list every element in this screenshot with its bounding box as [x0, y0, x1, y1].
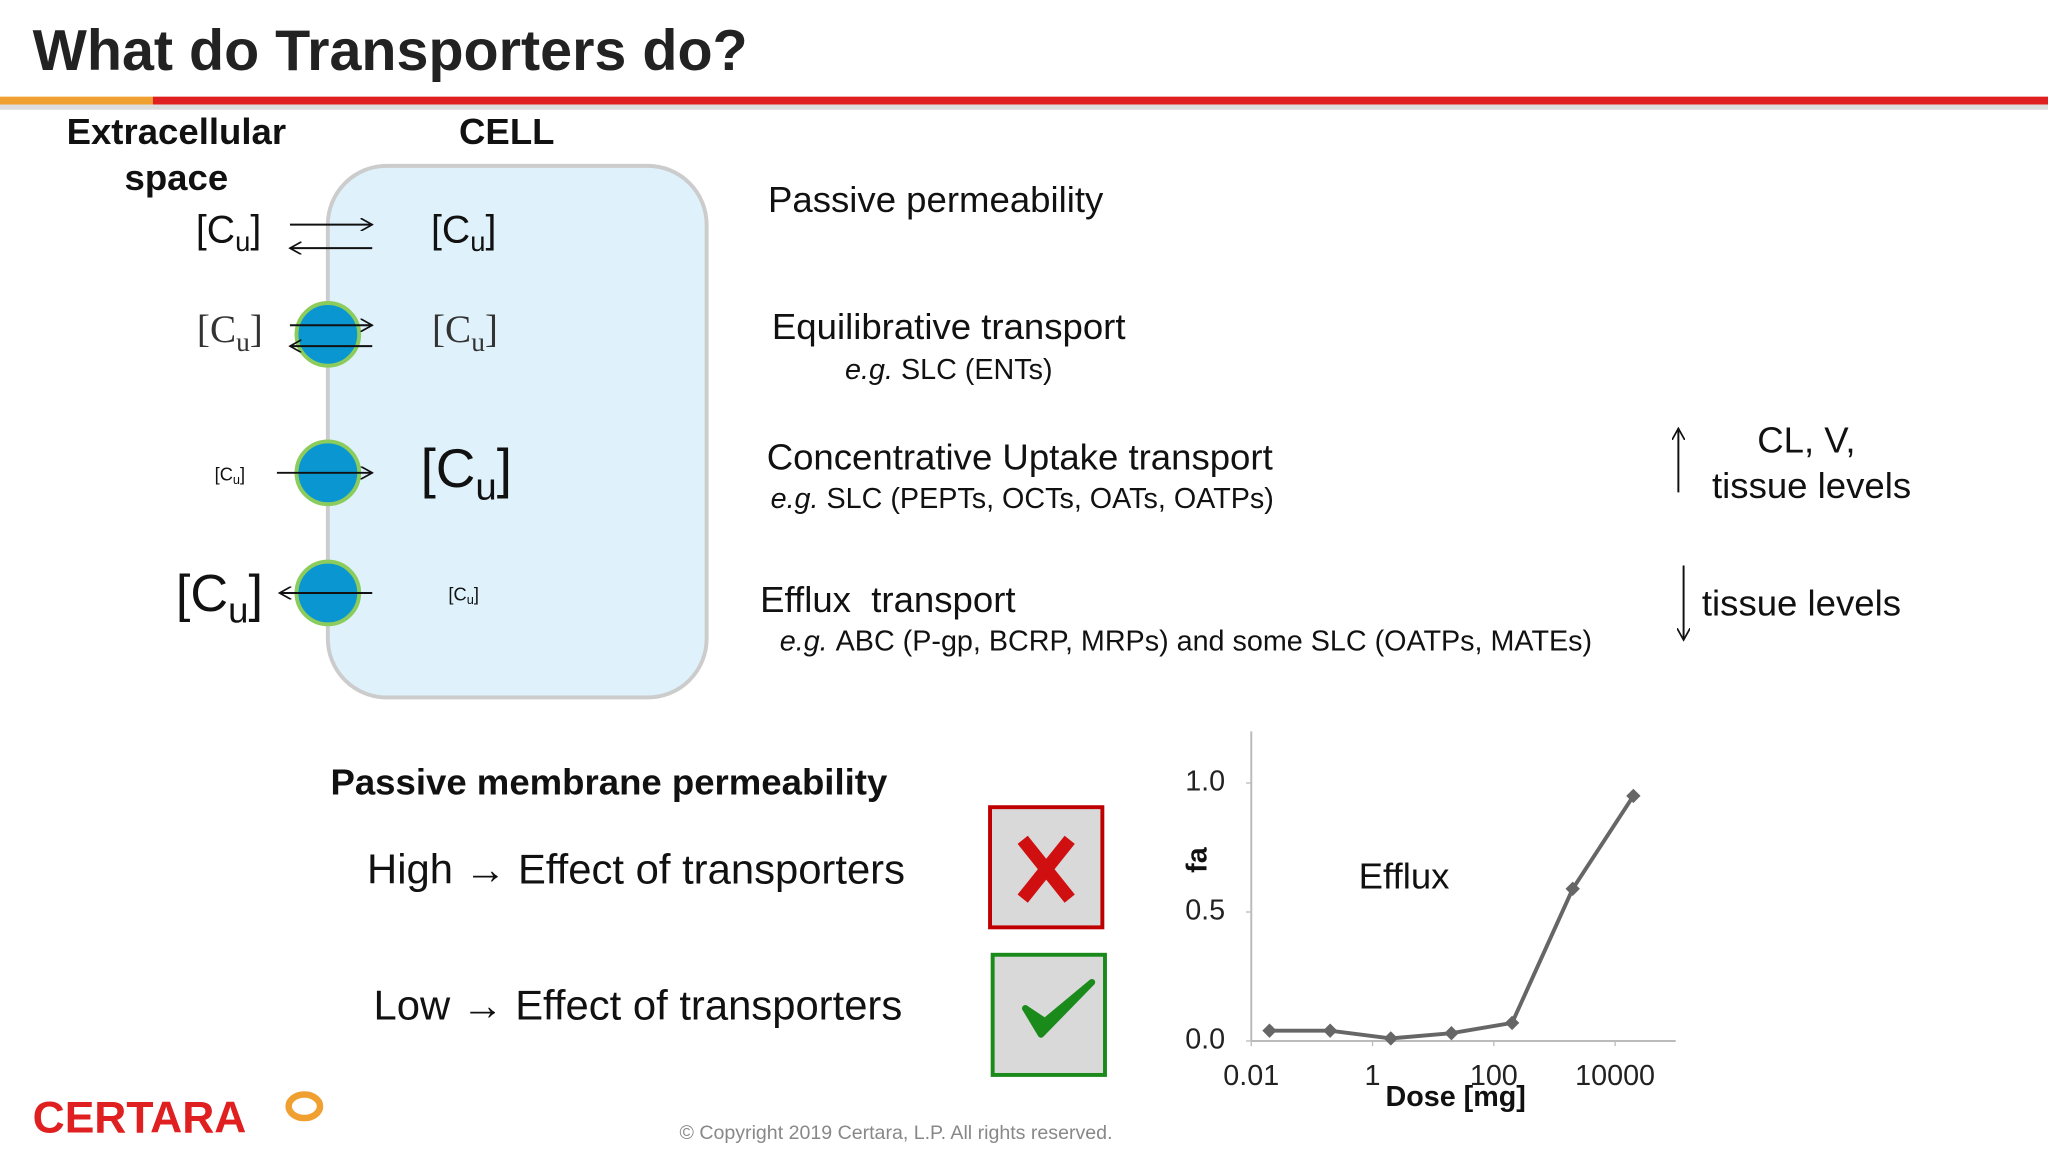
effect: tissue levels: [1712, 465, 1911, 506]
cross-icon: [1017, 835, 1075, 903]
header-accent: [0, 96, 153, 105]
permeability-low: Low → Effect of transporters: [374, 981, 903, 1028]
concentration: [Cu]: [215, 463, 245, 487]
concentration: [Cu]: [421, 437, 512, 508]
conc-close: ]: [250, 308, 263, 351]
effect: CL, V,: [1757, 419, 1855, 460]
x-axis-label: Dose [mg]: [1385, 1081, 1525, 1113]
conc-sub: u: [475, 465, 496, 508]
copyright: © Copyright 2019 Certara, L.P. All right…: [679, 1122, 1112, 1144]
conc-open: [C: [215, 463, 233, 484]
conc-close: ]: [240, 463, 245, 484]
mechanism: Equilibrative transport: [772, 306, 1126, 347]
example: SLC (PEPTs, OCTs, OATs, OATPs): [827, 483, 1274, 515]
example-prefix: e.g.: [780, 625, 828, 657]
conc-sub: u: [470, 226, 485, 257]
conc-open: [C: [432, 308, 471, 351]
concentration: [Cu]: [197, 308, 263, 357]
slide-title: What do Transporters do?: [33, 19, 748, 83]
concentrations: [Cu] [Cu][Cu] [Cu][Cu] [Cu][Cu] [Cu]: [176, 209, 512, 630]
y-tick-label: 0.0: [1185, 1024, 1225, 1056]
conc-close: ]: [485, 308, 498, 351]
data-point: [1383, 1031, 1398, 1046]
transporter: [294, 301, 362, 368]
data-point: [1626, 788, 1641, 804]
transporters: [276, 225, 372, 627]
mechanism-example: e.g. SLC (PEPTs, OCTs, OATs, OATPs): [771, 483, 1274, 515]
conc-close: ]: [474, 583, 479, 604]
mechanism: Passive permeability: [768, 179, 1104, 220]
cell: [325, 163, 709, 700]
mechanism: Efflux transport: [760, 579, 1015, 620]
conc-sub: u: [235, 226, 250, 257]
y-tick-label: 0.5: [1185, 895, 1225, 927]
example: ABC (P-gp, BCRP, MRPs) and some SLC (OAT…: [836, 625, 1592, 657]
mechanism-example: e.g. ABC (P-gp, BCRP, MRPs) and some SLC…: [780, 625, 1592, 657]
concentration: [Cu]: [196, 209, 261, 258]
cell-label: CELL: [459, 111, 554, 152]
x-tick-label: 10000: [1575, 1060, 1655, 1092]
y-axis-label: fa: [1182, 846, 1214, 873]
effect: tissue levels: [1702, 583, 1901, 624]
permeability-title: Passive membrane permeability: [330, 762, 888, 803]
x-tick-label: 1: [1365, 1060, 1381, 1092]
conc-sub: u: [467, 592, 474, 607]
y-tick-label: 1.0: [1185, 766, 1225, 798]
example-prefix: e.g.: [771, 483, 819, 515]
logo-ring: [285, 1091, 324, 1122]
conc-sub: u: [233, 472, 240, 487]
conc-close: ]: [248, 565, 263, 623]
conc-open: [C: [421, 437, 476, 499]
conc-open: [C: [197, 308, 236, 351]
conc-open: [C: [448, 583, 466, 604]
conc-open: [C: [431, 209, 470, 252]
conc-sub: u: [228, 589, 248, 630]
x-tick-label: 0.01: [1223, 1060, 1279, 1092]
conc-close: ]: [485, 209, 496, 252]
concentration: [Cu]: [432, 308, 498, 357]
check-icon: [1022, 978, 1096, 1038]
data-point: [1322, 1023, 1338, 1038]
header-rule: [152, 96, 2048, 105]
concentration: [Cu]: [431, 209, 496, 258]
logo: CERTARA: [33, 1093, 247, 1142]
concentration: [Cu]: [448, 583, 478, 607]
x-tick-label: 100: [1470, 1060, 1518, 1092]
concentration: [Cu]: [176, 565, 263, 631]
conc-sub: u: [471, 327, 485, 357]
data-line: [1269, 794, 1636, 1041]
example: SLC (ENTs): [901, 354, 1053, 386]
conc-close: ]: [497, 437, 512, 499]
mechanism: Concentrative Uptake transport: [767, 436, 1273, 477]
data-point: [1565, 881, 1580, 896]
conc-close: ]: [250, 209, 261, 252]
chart: 1.0 0.5 0.0 0.01 1 100 10000 Dose [mg] fa Efflux: [1182, 731, 1676, 1113]
conc-open: [C: [176, 565, 228, 623]
annotation: Efflux: [1359, 856, 1450, 897]
header-shadow: [0, 104, 2048, 110]
data-point: [1504, 1015, 1520, 1031]
data-point: [1444, 1026, 1459, 1041]
permeability-high: High → Effect of transporters: [367, 846, 905, 893]
outside-label: space: [124, 157, 228, 198]
mechanism-example: e.g. SLC (ENTs): [845, 354, 1052, 386]
data-point: [1262, 1023, 1277, 1038]
example-prefix: e.g.: [845, 354, 893, 386]
outside-label: Extracellular: [67, 111, 287, 152]
conc-open: [C: [196, 209, 235, 252]
conc-sub: u: [236, 327, 250, 357]
